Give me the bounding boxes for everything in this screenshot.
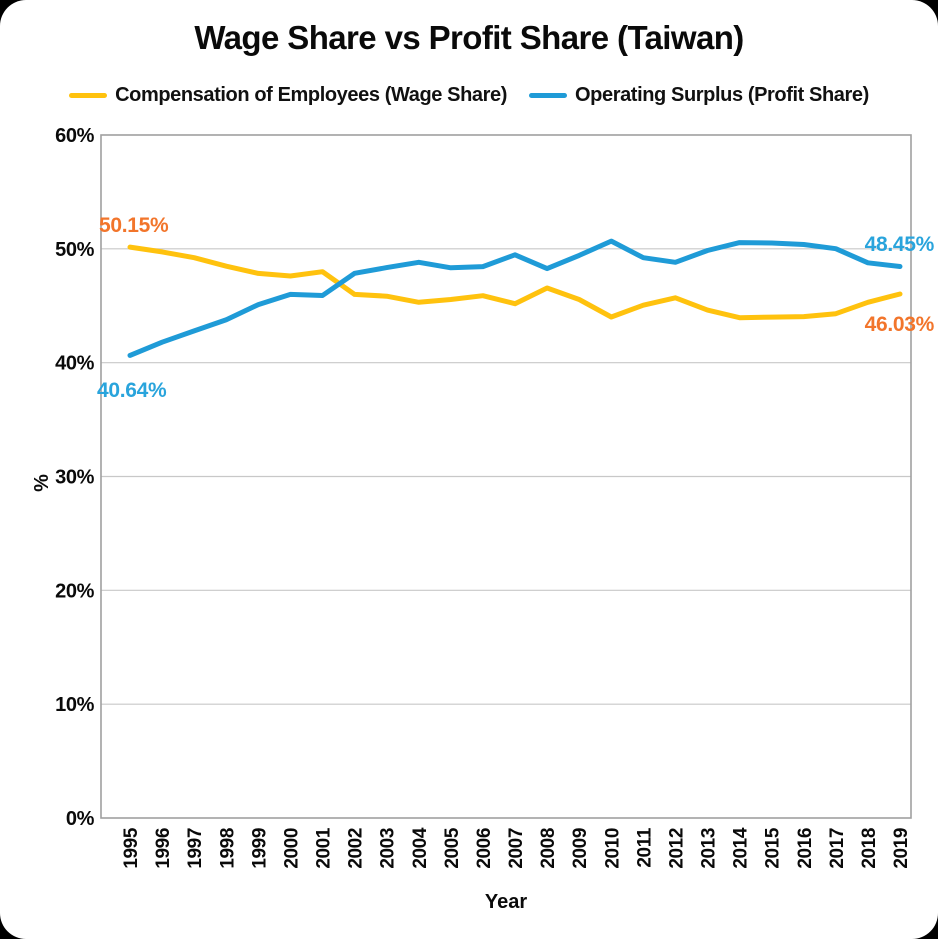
series-lines: [127, 238, 903, 358]
wage-share-line: [127, 244, 903, 321]
x-axis-tick-label: 2004: [410, 827, 431, 869]
profit-share-legend-label: Operating Surplus (Profit Share): [575, 84, 869, 106]
x-axis-tick-label: 2011: [634, 827, 655, 867]
x-axis-tick-label: 2017: [827, 828, 848, 869]
x-axis-tick-label: 2014: [731, 827, 752, 869]
wage-share-legend-label: Compensation of Employees (Wage Share): [115, 84, 507, 106]
x-axis-tick-label: 1997: [185, 828, 206, 869]
legend: Compensation of Employees (Wage Share) O…: [0, 84, 938, 107]
chart-title: Wage Share vs Profit Share (Taiwan): [194, 19, 744, 56]
data-label-wage-last: 46.03%: [865, 313, 935, 336]
gridlines: [101, 248, 911, 705]
y-axis-tick-labels: 0% 10% 20% 30% 40% 50% 60%: [55, 125, 95, 830]
x-axis-tick-label: 2018: [859, 828, 880, 869]
y-axis-tick-label: 50%: [55, 239, 94, 261]
wage-share-legend-swatch: [69, 93, 108, 98]
x-axis-tick-label: 2003: [378, 828, 399, 869]
data-label-wage-first: 50.15%: [99, 214, 169, 237]
x-axis-title: Year: [485, 891, 527, 913]
legend-item-profit-share: Operating Surplus (Profit Share): [529, 84, 869, 107]
y-axis-tick-label: 60%: [55, 125, 94, 147]
x-axis-tick-label: 2002: [346, 828, 367, 869]
plot-border: [100, 134, 912, 819]
x-axis-tick-label: 2005: [442, 827, 463, 869]
x-axis-tick-label: 2000: [281, 828, 302, 869]
x-axis-tick-label: 2010: [602, 828, 623, 869]
data-label-profit-last: 48.45%: [865, 233, 935, 256]
x-axis-tick-label: 2012: [666, 828, 687, 869]
y-axis-tick-label: 20%: [55, 580, 94, 602]
x-axis-tick-label: 2008: [538, 828, 559, 869]
x-axis-tick-label: 2007: [506, 828, 527, 869]
x-axis-tick-label: 2013: [699, 828, 720, 869]
data-labels: 50.15% 40.64% 48.45% 46.03%: [97, 214, 935, 402]
x-axis-tick-label: 2015: [763, 827, 784, 869]
y-axis-tick-label: 40%: [55, 353, 94, 375]
legend-item-wage-share: Compensation of Employees (Wage Share): [69, 84, 507, 107]
y-axis-title: %: [31, 474, 53, 492]
y-axis-tick-label: 10%: [55, 694, 94, 716]
x-axis-tick-label: 2009: [570, 828, 591, 869]
profit-share-legend-swatch: [529, 93, 567, 98]
x-axis-tick-label: 1998: [217, 828, 238, 869]
x-axis-tick-labels: 1995 1996 1997 1998 1999 2000 2001 2002 2003 2004…: [121, 827, 912, 869]
x-axis-tick-label: 2016: [795, 828, 816, 869]
data-label-profit-first: 40.64%: [97, 379, 167, 402]
x-axis-tick-label: 2019: [891, 828, 912, 869]
profit-share-line: [127, 238, 903, 358]
y-axis-tick-label: 0%: [66, 808, 95, 830]
x-axis-tick-label: 1999: [249, 828, 270, 869]
x-axis-tick-label: 2001: [314, 827, 335, 869]
x-axis-tick-label: 2006: [474, 828, 495, 869]
x-axis-tick-label: 1995: [121, 827, 142, 869]
x-axis-tick-label: 1996: [153, 828, 174, 869]
y-axis-tick-label: 30%: [55, 467, 94, 489]
